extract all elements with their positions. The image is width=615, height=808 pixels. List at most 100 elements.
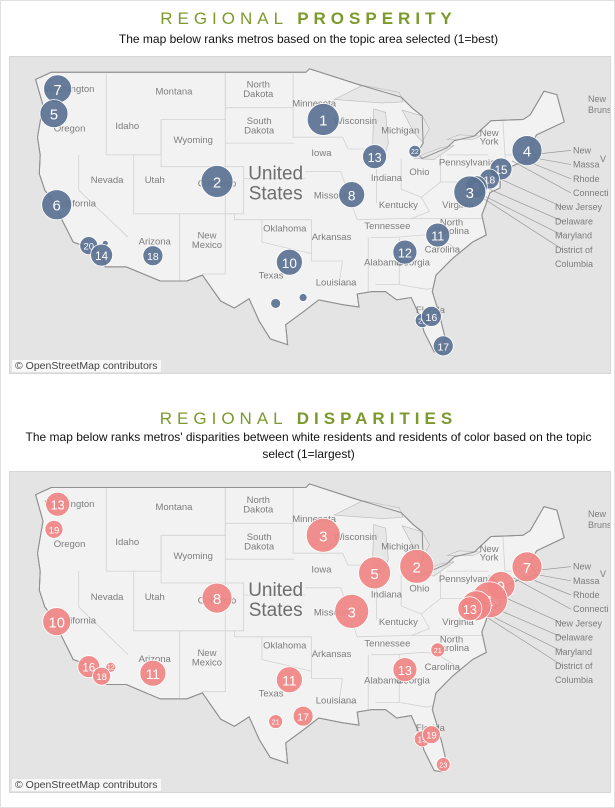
metro-rank-label: 3	[319, 528, 327, 545]
metro-bubble[interactable]	[44, 519, 64, 539]
metro-bubble[interactable]	[392, 657, 418, 683]
state-label: Louisiana	[316, 278, 357, 289]
state-border	[292, 487, 381, 566]
metro-rank-label: 20	[84, 242, 95, 253]
state-label: Arkansas	[312, 649, 352, 660]
callout-line	[475, 191, 564, 236]
state-label: New	[197, 231, 216, 242]
state-border	[133, 154, 180, 215]
metro-bubble[interactable]	[334, 593, 370, 629]
state-label: Mexico	[192, 657, 222, 668]
state-label: Georgia	[396, 258, 431, 269]
corner-label-v: V	[600, 569, 606, 579]
state-border	[411, 197, 431, 219]
metro-bubble[interactable]	[275, 666, 303, 694]
metro-bubble[interactable]	[306, 103, 340, 136]
metro-rank-label: 7	[523, 560, 531, 577]
prosperity-title-bold: PROSPERITY	[297, 9, 457, 28]
state-label: Dakota	[243, 505, 274, 516]
state-border	[399, 702, 433, 708]
state-label: Arizona	[139, 654, 172, 665]
state-label: York	[480, 136, 499, 147]
callout-label: Columbia	[555, 259, 593, 269]
metro-bubble[interactable]	[41, 189, 73, 221]
state-label: South	[247, 532, 272, 543]
metro-bubble[interactable]	[420, 306, 442, 327]
metro-bubble[interactable]	[92, 666, 112, 686]
metro-rank-label: 21	[272, 718, 280, 727]
metro-rank-label: 2	[413, 559, 421, 576]
state-label: New	[480, 128, 499, 139]
metro-bubble[interactable]	[298, 293, 308, 302]
callout-label: District of	[555, 245, 593, 255]
prosperity-map-canvas[interactable]: WashingtonOregonIdahoMontanaWyomingNevad…	[10, 57, 610, 373]
metro-bubble[interactable]	[201, 582, 233, 614]
metro-bubble[interactable]	[362, 144, 387, 170]
metro-bubble[interactable]	[421, 725, 441, 745]
state-label: Idaho	[115, 537, 139, 548]
metro-bubble[interactable]	[432, 335, 454, 357]
metro-bubble[interactable]	[139, 659, 167, 687]
state-border	[133, 571, 180, 632]
state-label: Oklahoma	[263, 224, 307, 235]
state-label: New	[197, 648, 216, 659]
state-label: North	[247, 495, 270, 506]
state-label: Tennessee	[364, 221, 410, 232]
metro-rank-label: 10	[49, 616, 65, 632]
country-label-line2: States	[249, 184, 303, 205]
metro-bubble[interactable]	[268, 714, 284, 729]
metro-bubble[interactable]	[270, 298, 282, 309]
metro-bubble[interactable]	[425, 222, 451, 248]
metro-bubble[interactable]	[435, 757, 451, 772]
state-border	[502, 119, 506, 165]
metro-bubble[interactable]	[39, 99, 69, 128]
disparities-subtitle: The map below ranks metros' disparities …	[0, 429, 615, 463]
disparities-attribution[interactable]: © OpenStreetMap contributors	[12, 779, 161, 791]
callout-label: New Jersey	[555, 618, 603, 628]
callout-label: Maryland	[555, 231, 592, 241]
state-label: California	[56, 199, 97, 210]
metro-bubble[interactable]	[399, 548, 435, 584]
prosperity-attribution[interactable]: © OpenStreetMap contributors	[12, 360, 161, 372]
metro-bubble[interactable]	[305, 517, 341, 553]
metro-bubble[interactable]	[42, 607, 72, 637]
metro-rank-label: 11	[431, 229, 444, 243]
metro-bubble[interactable]	[142, 245, 164, 267]
state-border	[370, 651, 460, 669]
metro-bubble[interactable]	[358, 556, 391, 590]
metro-bubble[interactable]	[45, 491, 71, 517]
disparities-map[interactable]: WashingtonOregonIdahoMontanaWyomingNevad…	[9, 471, 611, 793]
state-label: Oregon	[54, 539, 86, 550]
metro-bubble[interactable]	[453, 175, 487, 209]
metro-bubble[interactable]	[200, 165, 234, 198]
metro-rank-label: 21	[434, 646, 442, 655]
state-label: Wisconsin	[334, 116, 377, 127]
state-label: Georgia	[396, 675, 431, 686]
metro-bubble[interactable]	[457, 596, 483, 622]
state-label: Ohio	[409, 167, 429, 178]
metro-bubble[interactable]	[392, 239, 418, 265]
callout-line	[511, 576, 572, 610]
disparities-map-canvas[interactable]: WashingtonOregonIdahoMontanaWyomingNevad…	[10, 472, 610, 792]
metro-rank-label: 12	[398, 247, 412, 261]
callout-label: New	[573, 145, 592, 155]
callout-label: Rhode	[573, 590, 600, 600]
metro-bubble[interactable]	[430, 642, 446, 658]
metro-bubble[interactable]	[275, 248, 303, 276]
state-label: Carolina	[425, 245, 461, 256]
metro-rank-label: 11	[282, 674, 296, 689]
state-label: Michigan	[381, 542, 419, 553]
metro-bubble[interactable]	[511, 135, 543, 167]
state-label: Kentucky	[379, 617, 418, 628]
metro-bubble[interactable]	[338, 181, 366, 209]
metro-bubble[interactable]	[511, 551, 543, 583]
state-border	[292, 72, 381, 150]
state-label: Nevada	[91, 592, 124, 603]
metro-bubble[interactable]	[292, 705, 314, 727]
metro-rank-label: 10	[282, 256, 298, 271]
metro-bubble[interactable]	[408, 144, 422, 158]
prosperity-map[interactable]: WashingtonOregonIdahoMontanaWyomingNevad…	[9, 56, 611, 374]
metro-bubble[interactable]	[90, 243, 114, 267]
metro-rank-label: 5	[50, 108, 58, 124]
callout-label: Rhode	[573, 174, 600, 184]
